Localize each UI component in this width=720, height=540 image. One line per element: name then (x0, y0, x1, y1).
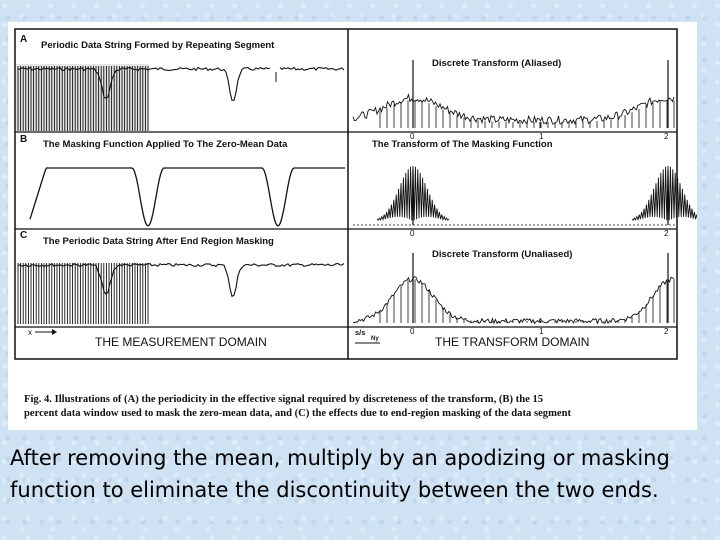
transform-domain-label: THE TRANSFORM DOMAIN (435, 335, 589, 349)
panel-b-title: The Masking Function Applied To The Zero… (43, 139, 288, 150)
panel-a-letter: A (20, 34, 27, 45)
tick-a-2: 2 (664, 132, 669, 141)
tick-a-1: 1 (539, 132, 544, 141)
signal-traces (16, 60, 697, 325)
s-axis-subscript: Ny (371, 336, 379, 342)
panel-b-mask-curve (29, 167, 345, 227)
panel-b-letter: B (20, 134, 27, 145)
figure-card: A Periodic Data String Formed by Repeati… (8, 22, 697, 430)
figure-diagram: A Periodic Data String Formed by Repeati… (14, 28, 697, 360)
panel-c-title: The Periodic Data String After End Regio… (43, 236, 274, 247)
panel-c-signal (17, 262, 345, 298)
slide-text-line-1: After removing the mean, multiply by an … (10, 446, 670, 470)
measurement-domain-label: THE MEASUREMENT DOMAIN (95, 335, 267, 349)
transform-b-lobe (631, 165, 697, 221)
tick-b-0: 0 (410, 229, 415, 238)
x-axis-arrow-label: x (28, 328, 32, 337)
tick-c-1: 1 (539, 327, 544, 336)
figure-caption-line-1: Fig. 4. Illustrations of (A) the periodi… (24, 394, 544, 405)
panel-a-title: Periodic Data String Formed by Repeating… (41, 40, 275, 51)
transform-b-lobe (376, 165, 450, 221)
transform-aliased-title: Discrete Transform (Aliased) (432, 58, 561, 69)
tick-b-2: 2 (664, 229, 669, 238)
panel-a-signal (279, 66, 345, 71)
figure-caption-line-2: percent data window used to mask the zer… (24, 408, 572, 419)
tick-c-0: 0 (410, 327, 415, 336)
transform-mask-title: The Transform of The Masking Function (372, 139, 553, 150)
slide-text-line-2: function to eliminate the discontinuity … (10, 478, 659, 502)
tick-a-0: 0 (410, 132, 415, 141)
slide-body-text: After removing the mean, multiply by an … (10, 442, 718, 506)
transform-unaliased-title: Discrete Transform (Unaliased) (432, 249, 572, 260)
tick-c-2: 2 (664, 327, 669, 336)
transform-c-spectrum (352, 276, 675, 325)
s-axis-label: s/s (355, 328, 365, 337)
x-axis-arrowhead (52, 329, 57, 335)
panel-a-signal (17, 66, 271, 101)
panel-c-letter: C (20, 230, 27, 241)
transform-a-spectrum (352, 93, 675, 126)
